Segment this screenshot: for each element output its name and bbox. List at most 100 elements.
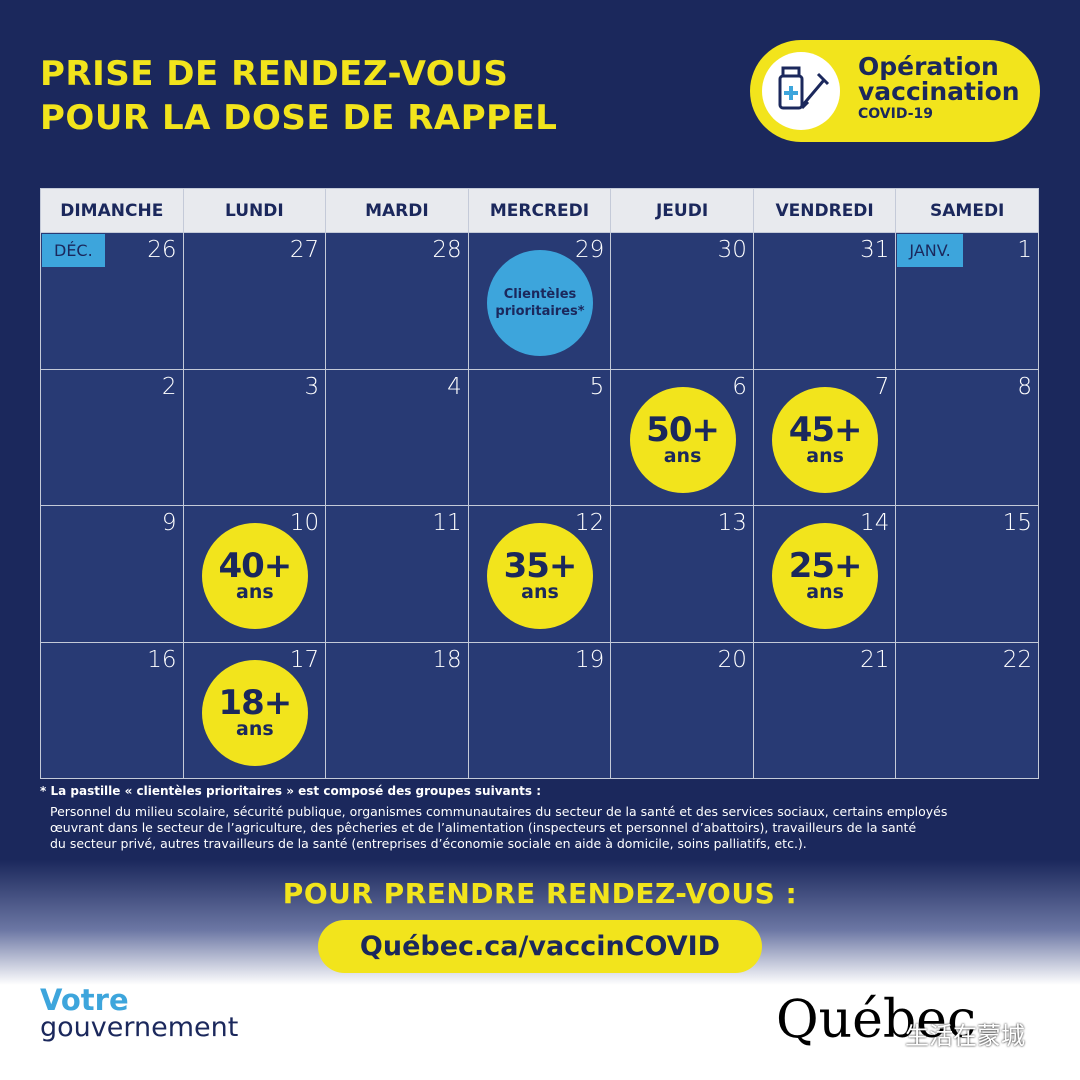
day-header: MARDI (325, 188, 469, 233)
pill-unit: ans (236, 581, 274, 603)
calendar-cell: 14 25+ ans (752, 505, 897, 643)
day-number: 26 (147, 237, 177, 263)
day-number: 31 (860, 237, 890, 263)
day-number: 19 (574, 646, 605, 673)
age-pill: 45+ ans (772, 386, 879, 493)
day-header: LUNDI (182, 188, 327, 233)
calendar-cell: 19 (467, 641, 612, 779)
footnote-title: * La pastille « clientèles prioritaires … (40, 784, 542, 798)
pill-age: 40+ (218, 546, 292, 586)
calendar-cell: 13 (610, 505, 754, 643)
pill-text: Clientèles (503, 287, 577, 302)
calendar-cell: 28 (325, 232, 469, 370)
day-header: MERCREDI (467, 188, 612, 233)
calendar-cell: 8 (895, 368, 1039, 506)
calendar-cell: 27 (182, 232, 327, 370)
day-number: 12 (574, 510, 605, 536)
age-pill: 25+ ans (772, 523, 879, 629)
calendar-cell: 6 50+ ans (610, 368, 754, 506)
calendar-cell: 20 (610, 641, 754, 779)
calendar-cell: 11 (325, 505, 469, 643)
gov-logo-line: Votre (40, 983, 129, 1017)
pill-unit: ans (806, 581, 844, 603)
badge-line: Opération (858, 52, 999, 81)
age-pill: 50+ ans (629, 386, 736, 493)
calendar-cell: 22 (895, 641, 1039, 779)
pill-age: 45+ (788, 409, 863, 450)
calendar-cell: 31 (752, 232, 897, 370)
calendar-cell: 5 (467, 368, 612, 506)
watermark: 生活在蒙城 (905, 1022, 1025, 1050)
pill-unit: ans (521, 581, 559, 603)
calendar-cell: 1 JANV. (895, 232, 1039, 370)
day-number: 18 (432, 646, 462, 673)
day-header: JEUDI (610, 188, 754, 233)
calendar-cell: 29 Clientèles prioritaires* (467, 232, 612, 370)
age-pill: 18+ ans (201, 659, 308, 766)
title: PRISE DE RENDEZ-VOUS POUR LA DOSE DE RAPP… (40, 52, 557, 140)
month-label: JANV. (897, 234, 963, 267)
pill-age: 25+ (788, 546, 863, 586)
calendar-cell: 15 (895, 505, 1039, 643)
calendar-cell: 18 (325, 641, 469, 779)
calendar-cell: 2 (40, 368, 184, 506)
calendar-cell: 16 (40, 641, 184, 779)
day-number: 29 (574, 237, 605, 263)
day-number: 14 (860, 510, 890, 536)
badge: Opération vaccination COVID-19 (750, 40, 1040, 142)
pill-unit: ans (663, 444, 702, 467)
day-number: 10 (289, 510, 320, 536)
age-pill: 35+ ans (486, 523, 593, 629)
cta-url[interactable]: Québec.ca/vaccinCOVID (318, 920, 762, 973)
pill-unit: ans (236, 717, 274, 740)
pill-age: 18+ (218, 682, 292, 723)
day-number: 27 (289, 237, 320, 263)
calendar-cell: 3 (182, 368, 327, 506)
age-pill: 40+ ans (201, 523, 308, 629)
day-number: 9 (161, 510, 177, 536)
calendar-cell: 7 45+ ans (752, 368, 897, 506)
day-number: 17 (289, 646, 320, 673)
day-number: 3 (304, 373, 320, 400)
calendar-cell: 12 35+ ans (467, 505, 612, 643)
pill-age: 50+ (646, 409, 720, 450)
month-label: DÉC. (42, 234, 105, 267)
calendar-cell: 17 18+ ans (182, 641, 327, 779)
calendar-cell: 4 (325, 368, 469, 506)
day-number: 1 (1017, 237, 1032, 263)
calendar-cell: 21 (752, 641, 897, 779)
footnote-line: Personnel du milieu scolaire, sécurité p… (50, 804, 948, 819)
calendar-cell: 9 (40, 505, 184, 643)
day-number: 20 (717, 646, 747, 673)
day-number: 21 (860, 646, 890, 673)
day-header: SAMEDI (895, 188, 1039, 233)
day-number: 22 (1002, 646, 1032, 673)
gov-logo-line: gouvernement (40, 1012, 239, 1043)
footnote-line: du secteur privé, autres travailleurs de… (50, 836, 807, 851)
day-number: 13 (717, 510, 747, 536)
footnote-line: œuvrant dans le secteur de l’agriculture… (50, 820, 917, 835)
title-line: POUR LA DOSE DE RAPPEL (40, 98, 558, 138)
day-number: 8 (1017, 373, 1032, 400)
day-number: 7 (874, 373, 890, 400)
day-number: 4 (447, 373, 462, 400)
pill-text: prioritaires* (495, 304, 585, 319)
badge-line: vaccination (858, 77, 1020, 106)
priority-pill: Clientèles prioritaires* (486, 250, 593, 356)
calendar-cell: 26 DÉC. (40, 232, 184, 370)
day-number: 2 (161, 373, 177, 400)
pill-age: 35+ (503, 546, 578, 586)
day-number: 5 (589, 373, 605, 400)
quebec-logo: Québec (776, 990, 977, 1050)
vaccine-icon (762, 52, 840, 130)
pill-unit: ans (806, 444, 844, 467)
cta-title: POUR PRENDRE RENDEZ-VOUS : (282, 877, 798, 910)
day-number: 28 (432, 237, 462, 263)
badge-text: Opération vaccination COVID-19 (858, 54, 1020, 124)
title-line: PRISE DE RENDEZ-VOUS (40, 54, 509, 94)
day-number: 30 (717, 237, 747, 263)
badge-small: COVID-19 (858, 106, 934, 122)
calendar-cell: 10 40+ ans (182, 505, 327, 643)
day-number: 11 (432, 510, 462, 536)
